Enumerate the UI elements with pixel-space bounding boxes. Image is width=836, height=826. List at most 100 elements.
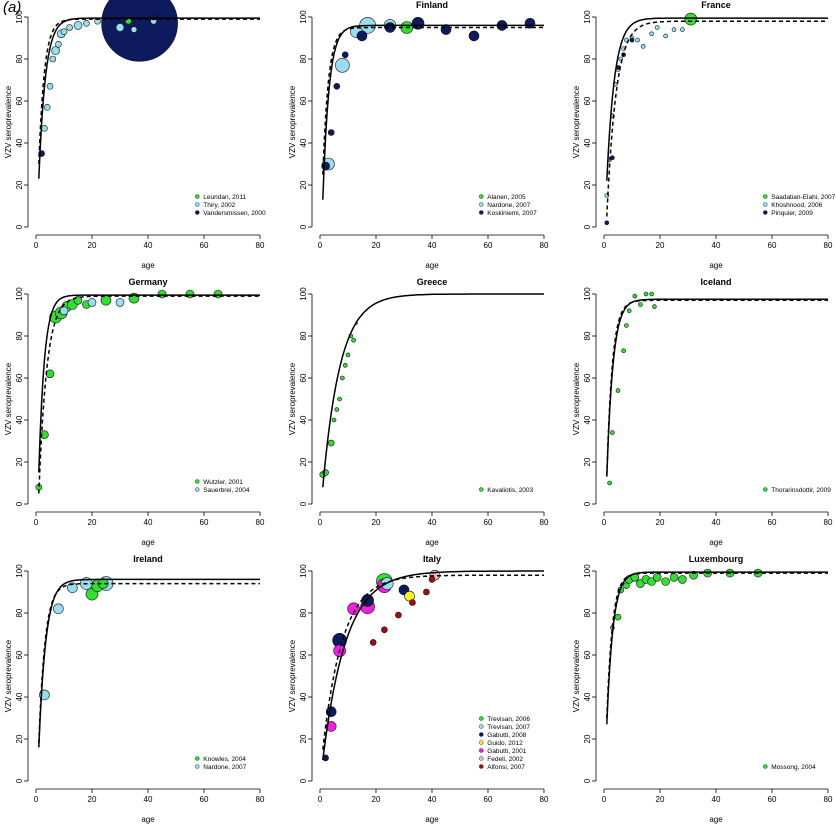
data-point-lightblue bbox=[83, 19, 90, 27]
data-point-lime bbox=[661, 577, 670, 586]
x-axis-label: age bbox=[709, 815, 723, 824]
chart-title: Italy bbox=[423, 554, 441, 564]
legend-entry: Vandersmissen, 2000 bbox=[203, 210, 266, 217]
data-point-lime bbox=[334, 407, 340, 412]
solid-fit-curve bbox=[38, 294, 260, 473]
x-tick-label: 80 bbox=[256, 241, 265, 250]
legend-entry: Alanen, 2005 bbox=[487, 194, 526, 201]
chart-panel-ireland: Ireland age VZV seroprevalence 0 20 40 60 80 0 20… bbox=[0, 554, 278, 826]
data-point-lime bbox=[337, 396, 342, 402]
legend-entry: Nardone, 2007 bbox=[487, 202, 530, 209]
x-tick-label: 80 bbox=[540, 795, 549, 804]
legend-entry: Trevisan, 2007 bbox=[487, 724, 530, 731]
x-tick-label: 0 bbox=[602, 518, 607, 527]
legend-entry: Mossong, 2004 bbox=[771, 764, 816, 771]
data-point-lime bbox=[621, 348, 626, 353]
y-tick-label: 60 bbox=[583, 373, 592, 382]
x-tick-label: 60 bbox=[200, 241, 209, 250]
x-tick-label: 80 bbox=[540, 518, 549, 527]
y-tick-label: 0 bbox=[583, 778, 592, 783]
chart-title: Luxembourg bbox=[689, 554, 744, 564]
x-tick-label: 20 bbox=[372, 795, 381, 804]
y-tick-label: 20 bbox=[299, 734, 308, 743]
data-point-lime bbox=[351, 337, 356, 343]
x-tick-label: 20 bbox=[88, 518, 97, 527]
y-tick-label: 80 bbox=[299, 54, 308, 63]
y-axis-label: VZV seroprevalence bbox=[4, 85, 13, 158]
y-tick-label: 80 bbox=[583, 608, 592, 617]
y-tick-label: 80 bbox=[15, 331, 24, 340]
y-tick-label: 100 bbox=[15, 10, 24, 24]
x-tick-label: 0 bbox=[34, 241, 39, 250]
chart-svg: Iceland age VZV seroprevalence 0 20 40 60 80 0 20… bbox=[572, 277, 833, 547]
y-tick-label: 0 bbox=[15, 778, 24, 783]
x-tick-label: 60 bbox=[768, 795, 777, 804]
y-tick-label: 100 bbox=[583, 10, 592, 24]
y-tick-label: 20 bbox=[299, 180, 308, 189]
y-tick-label: 100 bbox=[15, 564, 24, 578]
y-tick-label: 80 bbox=[583, 54, 592, 63]
chart-svg: France age VZV seroprevalence 0 20 40 60 80 0 20 4… bbox=[572, 0, 836, 270]
dashed-fit-curve bbox=[38, 295, 260, 494]
data-point-lightblue bbox=[66, 24, 73, 31]
x-axis-label: age bbox=[709, 538, 723, 547]
solid-fit-curve bbox=[606, 298, 828, 477]
data-point-navy bbox=[468, 30, 480, 42]
x-tick-label: 20 bbox=[88, 795, 97, 804]
data-point-navy bbox=[356, 30, 368, 42]
data-point-lightblue bbox=[51, 46, 60, 55]
x-tick-label: 20 bbox=[372, 518, 381, 527]
x-tick-label: 0 bbox=[34, 518, 39, 527]
data-point-lime bbox=[624, 323, 629, 328]
x-tick-label: 60 bbox=[484, 518, 493, 527]
y-tick-label: 60 bbox=[299, 650, 308, 659]
x-tick-label: 0 bbox=[318, 795, 323, 804]
x-axis-label: age bbox=[141, 538, 155, 547]
solid-fit-curve bbox=[38, 578, 260, 748]
chart-svg: Greece age VZV seroprevalence 0 20 40 60 80 0 20 4… bbox=[288, 277, 549, 547]
chart-svg: Ireland age VZV seroprevalence 0 20 40 60 80 0 20… bbox=[4, 554, 265, 824]
data-point-lime bbox=[331, 417, 337, 423]
legend-marker bbox=[763, 487, 768, 492]
legend-marker bbox=[479, 756, 484, 761]
x-tick-label: 60 bbox=[484, 795, 493, 804]
legend-entry: Leuridan, 2011 bbox=[203, 194, 246, 201]
data-point-lime bbox=[342, 363, 348, 368]
y-axis-label: VZV seroprevalence bbox=[288, 85, 297, 158]
legend-marker bbox=[479, 210, 484, 215]
data-point-lime bbox=[626, 308, 632, 314]
legend-marker bbox=[479, 194, 484, 199]
data-point-lime bbox=[649, 291, 654, 297]
chart-svg: BelgiumageVZV seroprevalence020406080020… bbox=[4, 0, 266, 270]
y-tick-label: 100 bbox=[299, 10, 308, 24]
legend-marker bbox=[479, 487, 484, 492]
y-tick-label: 40 bbox=[15, 415, 24, 424]
y-tick-label: 0 bbox=[15, 224, 24, 229]
y-axis-label: VZV seroprevalence bbox=[288, 362, 297, 435]
y-tick-label: 20 bbox=[15, 734, 24, 743]
data-point-darkred bbox=[409, 599, 416, 606]
chart-panel-greece: Greece age VZV seroprevalence 0 20 40 60 80 0 20 4… bbox=[284, 277, 562, 549]
y-tick-label: 60 bbox=[583, 96, 592, 105]
y-tick-label: 20 bbox=[583, 734, 592, 743]
legend-entry: Thorarinsdottir, 2009 bbox=[771, 487, 831, 494]
y-tick-label: 60 bbox=[299, 96, 308, 105]
legend-entry: Kavaliotis, 2003 bbox=[487, 487, 533, 494]
y-tick-label: 40 bbox=[583, 415, 592, 424]
y-tick-label: 20 bbox=[299, 457, 308, 466]
data-point-lightblue bbox=[635, 37, 640, 43]
chart-panel-france: France age VZV seroprevalence 0 20 40 60 80 0 20 4… bbox=[568, 0, 836, 272]
y-tick-label: 40 bbox=[299, 692, 308, 701]
data-point-lime bbox=[327, 439, 335, 447]
data-point-navy bbox=[341, 51, 349, 59]
y-tick-label: 80 bbox=[15, 54, 24, 63]
legend-entry: Pinquier, 2009 bbox=[771, 210, 813, 217]
x-tick-label: 80 bbox=[824, 241, 833, 250]
x-tick-label: 60 bbox=[200, 518, 209, 527]
y-tick-label: 40 bbox=[15, 692, 24, 701]
solid-fit-curve bbox=[606, 571, 828, 725]
legend-entry: Fedeli, 2002 bbox=[487, 756, 523, 763]
solid-fit-curve bbox=[322, 570, 544, 761]
legend-marker bbox=[763, 194, 768, 199]
